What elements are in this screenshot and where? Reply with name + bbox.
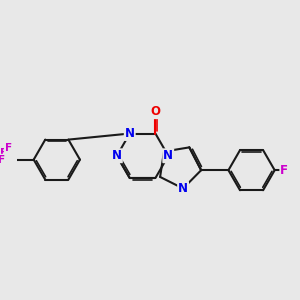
Text: F: F [280, 164, 288, 177]
Text: F: F [0, 148, 7, 158]
Text: F: F [0, 154, 5, 165]
Text: N: N [125, 127, 135, 140]
Text: F: F [5, 143, 12, 153]
Text: N: N [112, 149, 122, 162]
Text: O: O [150, 105, 161, 118]
Text: N: N [163, 149, 173, 162]
Text: N: N [178, 182, 188, 195]
